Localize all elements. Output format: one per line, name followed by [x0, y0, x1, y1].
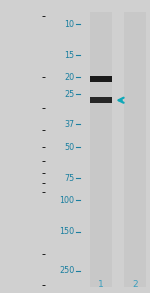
Text: 25: 25: [64, 90, 75, 99]
Text: 20: 20: [64, 73, 75, 82]
Text: 150: 150: [59, 227, 75, 236]
Text: 15: 15: [64, 51, 75, 60]
Text: 100: 100: [60, 196, 75, 205]
Text: 250: 250: [59, 266, 75, 275]
Bar: [90, 12, 112, 287]
Text: 50: 50: [64, 143, 75, 152]
Text: 75: 75: [64, 174, 75, 183]
Text: 37: 37: [64, 120, 75, 129]
Bar: [124, 12, 146, 287]
Text: 2: 2: [132, 280, 138, 289]
Text: 1: 1: [98, 280, 104, 289]
Text: 10: 10: [65, 20, 75, 29]
